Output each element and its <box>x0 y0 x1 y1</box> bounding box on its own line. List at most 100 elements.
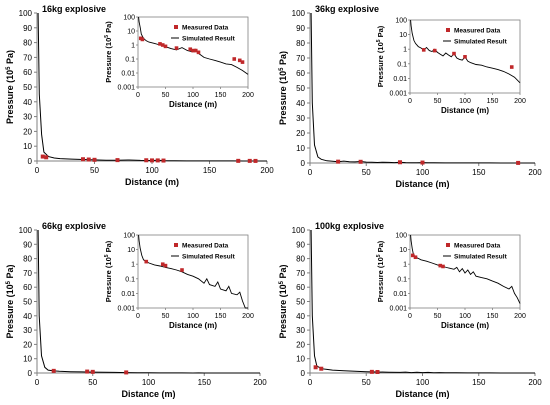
inset-y-tick-label: 0.01 <box>121 71 135 78</box>
inset-y-tick-label: 100 <box>395 233 407 240</box>
inset-measured-data-point <box>180 268 184 272</box>
y-axis-label-tail: Pa) <box>278 265 288 282</box>
y-tick-label: 80 <box>296 39 305 48</box>
legend-marker-measured <box>174 243 178 247</box>
inset-y-axis-label: Pressure (105 Pa) <box>376 240 385 302</box>
y-tick-label: 0 <box>301 369 306 378</box>
x-tick-label: 150 <box>472 378 486 387</box>
measured-data-point <box>92 157 97 162</box>
inset-y-tick-label: 100 <box>395 18 407 25</box>
y-tick-label: 30 <box>23 113 32 122</box>
x-tick-label: 200 <box>528 168 542 177</box>
inset-x-axis-label: Distance (m) <box>441 106 489 115</box>
measured-data-point <box>85 369 90 374</box>
inset-simulated-series-line <box>410 19 521 84</box>
y-tick-label: 90 <box>296 240 305 249</box>
y-tick-label: 40 <box>23 312 32 321</box>
inset-x-axis-label: Distance (m) <box>169 321 217 330</box>
inset-x-tick-label: 0 <box>136 313 140 320</box>
y-tick-label: 50 <box>296 84 305 93</box>
inset-x-tick-label: 100 <box>459 313 471 320</box>
inset-x-tick-label: 150 <box>215 313 227 320</box>
inset-y-axis-label-sup: 5 <box>104 254 110 257</box>
simulated-series-line <box>310 12 535 164</box>
y-tick-label: 0 <box>301 159 306 168</box>
legend-label-simulated: Simulated Result <box>182 36 236 43</box>
x-tick-label: 100 <box>145 166 159 175</box>
legend-marker-measured <box>446 28 450 32</box>
inset-y-tick-label: 100 <box>123 233 135 240</box>
x-axis-label: Distance (m) <box>125 177 179 187</box>
inset-y-axis-label-main: Pressure (10 <box>104 38 113 83</box>
measured-data-point <box>398 160 402 165</box>
inset-measured-data-point <box>509 65 514 69</box>
y-axis-label-tail: Pa) <box>5 50 15 67</box>
measured-data-point <box>150 158 154 163</box>
y-tick-label: 0 <box>28 369 33 378</box>
measured-data-point <box>155 158 160 163</box>
y-tick-label: 10 <box>23 355 32 364</box>
measured-data-point <box>247 158 252 163</box>
y-axis-label-main: Pressure (10 <box>278 71 288 125</box>
inset-x-tick-label: 0 <box>408 98 412 105</box>
measured-data-point <box>236 158 241 163</box>
legend-label-measured: Measured Data <box>182 25 229 32</box>
y-axis-label-tail: Pa) <box>278 51 288 68</box>
inset-measured-data-point <box>163 44 168 49</box>
measured-data-point <box>319 366 324 371</box>
measured-data-point <box>336 159 341 164</box>
y-tick-label: 70 <box>23 53 32 62</box>
simulated-series-line <box>310 229 535 374</box>
x-tick-label: 50 <box>362 168 371 177</box>
x-axis-label: Distance (m) <box>121 389 175 399</box>
inset-x-tick-label: 200 <box>242 92 254 99</box>
y-tick-label: 70 <box>296 269 305 278</box>
chart-title: 36kg explosive <box>315 4 379 14</box>
y-tick-label: 100 <box>292 9 306 18</box>
y-tick-label: 60 <box>296 69 305 78</box>
inset-frame <box>409 234 521 309</box>
inset-measured-data-point <box>174 46 179 50</box>
inset-y-axis-label-tail: Pa) <box>104 240 113 254</box>
chart-title: 66kg explosive <box>42 221 106 231</box>
inset-y-axis-label: Pressure (105 Pa) <box>104 240 113 302</box>
inset-measured-data-point <box>196 50 201 55</box>
inset-x-axis-label: Distance (m) <box>441 321 489 330</box>
inset-chart: 0.001 0.01 0.1 1 10 100 0 50 100 150 200 Distance (… <box>104 233 254 331</box>
y-tick-label: 60 <box>23 283 32 292</box>
measured-data-point <box>516 160 521 165</box>
y-tick-label: 20 <box>296 129 305 138</box>
y-tick-label: 60 <box>296 283 305 292</box>
inset-x-tick-label: 50 <box>434 98 442 105</box>
inset-y-tick-label: 1 <box>131 262 135 269</box>
legend-label-measured: Measured Data <box>454 243 501 250</box>
x-tick-label: 0 <box>35 166 40 175</box>
inset-y-tick-label: 0.001 <box>389 91 407 98</box>
inset-y-tick-label: 10 <box>399 32 407 39</box>
x-axis-label: Distance (m) <box>395 179 449 189</box>
inset-y-tick-label: 0.1 <box>397 61 407 68</box>
inset-x-tick-label: 0 <box>408 313 412 320</box>
inset-measured-data-point <box>421 48 426 52</box>
measured-data-point <box>313 365 318 370</box>
y-axis-label-sup: 5 <box>6 66 12 70</box>
y-tick-label: 60 <box>23 68 32 77</box>
y-tick-label: 100 <box>19 9 33 18</box>
measured-data-point <box>115 158 120 163</box>
y-tick-label: 20 <box>23 340 32 349</box>
inset-y-tick-label: 1 <box>403 262 407 269</box>
x-tick-label: 100 <box>142 378 156 387</box>
measured-data-point <box>358 159 363 164</box>
y-tick-label: 40 <box>296 312 305 321</box>
x-tick-label: 50 <box>88 378 97 387</box>
y-tick-label: 90 <box>23 24 32 33</box>
inset-y-axis-label: Pressure (105 Pa) <box>104 21 113 83</box>
x-tick-label: 50 <box>90 166 99 175</box>
y-tick-label: 20 <box>23 127 32 136</box>
inset-x-axis-label: Distance (m) <box>169 100 217 109</box>
inset-measured-data-point <box>237 58 242 63</box>
inset-x-tick-label: 150 <box>487 98 499 105</box>
y-tick-label: 80 <box>23 255 32 264</box>
